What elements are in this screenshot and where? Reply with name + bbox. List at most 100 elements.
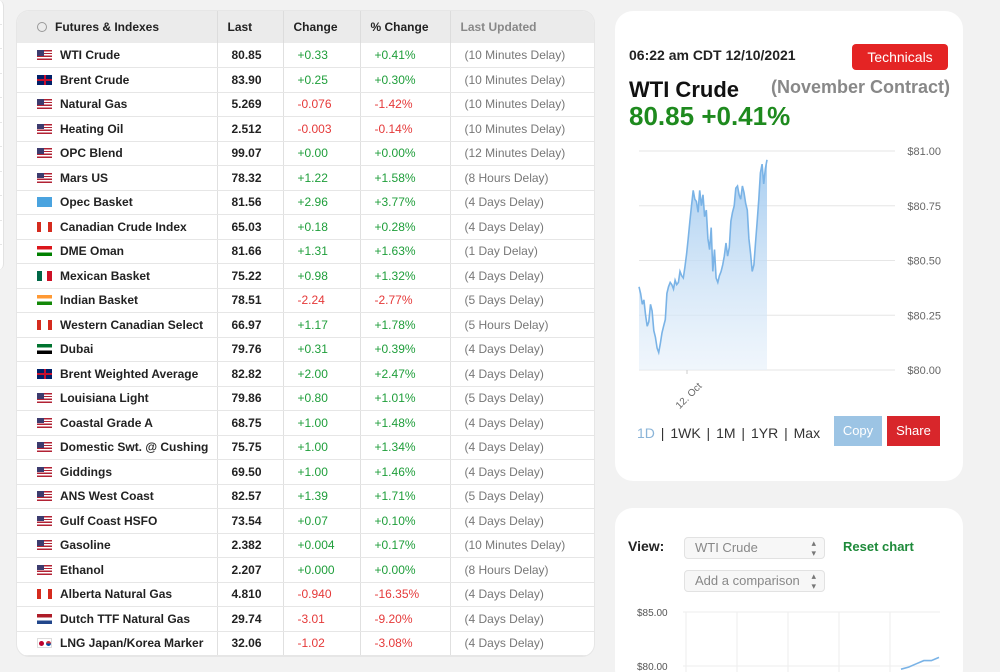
table-row[interactable]: Brent Crude 83.90 +0.25 +0.30% (10 Minutes D… bbox=[17, 67, 594, 93]
row-last: 69.50 bbox=[217, 459, 284, 485]
row-last: 80.85 bbox=[217, 43, 284, 68]
table-row[interactable]: Louisiana Light 79.86 +0.80 +1.01% (5 Days D… bbox=[17, 386, 594, 411]
table-row[interactable]: OPC Blend 99.07 +0.00 +0.00% (12 Minutes Del… bbox=[17, 141, 594, 166]
comparison-chart[interactable]: $85.00 $80.00 bbox=[625, 604, 955, 672]
row-last: 79.86 bbox=[217, 386, 284, 411]
range-selector: 1D | 1WK | 1M | 1YR | Max bbox=[637, 425, 820, 441]
table-row[interactable]: Western Canadian Select 66.97 +1.17 +1.78%(… bbox=[17, 312, 594, 338]
comparison-card: View: WTI Crude ▴ ▾ Add a comparison ▴ ▾ R… bbox=[615, 508, 963, 672]
row-name: Canadian Crude Index bbox=[60, 219, 187, 234]
row-name-cell[interactable]: OPC Blend bbox=[17, 141, 218, 166]
x-tick-label: 12. Oct bbox=[674, 381, 705, 412]
range-1m[interactable]: 1M bbox=[716, 425, 736, 441]
reset-chart-link[interactable]: Reset chart bbox=[843, 539, 914, 554]
row-name-cell[interactable]: Gulf Coast HSFO bbox=[17, 508, 218, 534]
range-1d[interactable]: 1D bbox=[637, 425, 655, 441]
row-name-cell[interactable]: Gasoline bbox=[17, 533, 218, 558]
table-row[interactable]: Gasoline 2.382 +0.004 +0.17% (10 Minutes Del… bbox=[17, 533, 594, 558]
header-change[interactable]: Change bbox=[283, 11, 361, 43]
flag-canton bbox=[37, 442, 44, 448]
row-name-cell[interactable]: Western Canadian Select bbox=[17, 312, 218, 338]
row-name-cell[interactable]: Ethanol bbox=[17, 557, 218, 583]
row-name: ANS West Coast bbox=[60, 489, 154, 504]
row-name-cell[interactable]: Canadian Crude Index bbox=[17, 214, 218, 240]
row-name-cell[interactable]: LNG Japan/Korea Marker bbox=[17, 631, 218, 656]
table-row[interactable]: Coastal Grade A 68.75 +1.00 +1.48% (4 Days D… bbox=[17, 410, 594, 436]
row-name-cell[interactable]: Coastal Grade A bbox=[17, 410, 218, 436]
row-name-cell[interactable]: Domestic Swt. @ Cushing bbox=[17, 435, 218, 460]
row-last: 83.90 bbox=[217, 67, 284, 93]
table-row[interactable]: Dutch TTF Natural Gas 29.74 -3.01 -9.20% (4 … bbox=[17, 606, 594, 632]
row-name-cell[interactable]: Dutch TTF Natural Gas bbox=[17, 606, 218, 632]
row-name-cell[interactable]: Opec Basket bbox=[17, 190, 218, 215]
flag-canton bbox=[37, 50, 44, 56]
row-name-cell[interactable]: Natural Gas bbox=[17, 92, 218, 117]
row-last: 68.75 bbox=[217, 410, 284, 436]
table-row[interactable]: Canadian Crude Index 65.03 +0.18 +0.28% (4 D… bbox=[17, 214, 594, 240]
row-pct-change: +1.48% bbox=[360, 410, 451, 436]
row-last: 82.82 bbox=[217, 361, 284, 387]
row-name-cell[interactable]: Mexican Basket bbox=[17, 263, 218, 289]
row-name-cell[interactable]: Dubai bbox=[17, 337, 218, 362]
table-row[interactable]: Dubai 79.76 +0.31 +0.39% (4 Days Delay) bbox=[17, 337, 594, 362]
range-1yr[interactable]: 1YR bbox=[750, 425, 779, 441]
select-arrows-icon: ▴ ▾ bbox=[811, 538, 816, 558]
header-last-updated[interactable]: Last Updated bbox=[450, 11, 594, 43]
row-change: +0.00 bbox=[283, 141, 361, 166]
header-last[interactable]: Last bbox=[217, 11, 284, 43]
y-tick-label: $80.50 bbox=[907, 256, 941, 268]
table-row[interactable]: Gulf Coast HSFO 73.54 +0.07 +0.10% (4 Days D… bbox=[17, 508, 594, 534]
table-row[interactable]: Heating Oil 2.512 -0.003 -0.14% (10 Minutes … bbox=[17, 116, 594, 142]
table-row[interactable]: Opec Basket 81.56 +2.96 +3.77% (4 Days Delay… bbox=[17, 190, 594, 215]
header-futures-indexes[interactable]: Futures & Indexes bbox=[17, 11, 218, 43]
table-row[interactable]: DME Oman 81.66 +1.31 +1.63% (1 Day Delay) bbox=[17, 239, 594, 264]
technicals-button[interactable]: Technicals bbox=[852, 44, 948, 70]
table-row[interactable]: Domestic Swt. @ Cushing 75.75 +1.00 +1.34%(… bbox=[17, 435, 594, 460]
intraday-price-chart[interactable]: $81.00 $80.75 $80.50 $80.25 $80.00 12. Oct bbox=[625, 141, 955, 416]
header-pct-change[interactable]: % Change bbox=[360, 11, 451, 43]
flag-us-icon bbox=[37, 50, 52, 60]
row-name-cell[interactable]: Mars US bbox=[17, 165, 218, 191]
view-select[interactable]: WTI Crude ▴ ▾ bbox=[684, 537, 825, 559]
row-last-updated: (5 Days Delay) bbox=[450, 386, 594, 411]
table-row[interactable]: LNG Japan/Korea Marker 32.06 -1.02 -3.08% (4… bbox=[17, 631, 594, 656]
row-pct-change: +1.32% bbox=[360, 263, 451, 289]
row-name-cell[interactable]: Louisiana Light bbox=[17, 386, 218, 411]
table-row[interactable]: Mexican Basket 75.22 +0.98 +1.32% (4 Days De… bbox=[17, 263, 594, 289]
table-row[interactable]: Brent Weighted Average 82.82 +2.00 +2.47% (4… bbox=[17, 361, 594, 387]
price-line bbox=[638, 159, 768, 356]
flag-ae-icon bbox=[37, 344, 52, 355]
table-row[interactable]: Natural Gas 5.269 -0.076 -1.42% (10 Minutes … bbox=[17, 92, 594, 117]
range-max[interactable]: Max bbox=[793, 425, 821, 441]
row-last-updated: (10 Minutes Delay) bbox=[450, 533, 594, 558]
row-change: +0.33 bbox=[283, 43, 361, 68]
range-separator: | bbox=[780, 425, 792, 441]
row-name: Mexican Basket bbox=[60, 268, 151, 283]
row-name-cell[interactable]: Brent Crude bbox=[17, 67, 218, 93]
range-separator: | bbox=[702, 425, 715, 441]
table-row[interactable]: Ethanol 2.207 +0.000 +0.00% (8 Hours Delay) bbox=[17, 557, 594, 583]
row-name-cell[interactable]: Alberta Natural Gas bbox=[17, 582, 218, 607]
row-name-cell[interactable]: DME Oman bbox=[17, 239, 218, 264]
table-row[interactable]: Mars US 78.32 +1.22 +1.58% (8 Hours Delay) bbox=[17, 165, 594, 191]
row-name-cell[interactable]: ANS West Coast bbox=[17, 484, 218, 509]
range-1wk[interactable]: 1WK bbox=[670, 425, 701, 441]
quote-price-line: 80.85 +0.41% bbox=[629, 101, 790, 132]
copy-button[interactable]: Copy bbox=[834, 416, 882, 446]
row-pct-change: +0.39% bbox=[360, 337, 451, 362]
row-name-cell[interactable]: Indian Basket bbox=[17, 288, 218, 313]
share-button[interactable]: Share bbox=[887, 416, 940, 446]
table-row[interactable]: Alberta Natural Gas 4.810 -0.940 -16.35% (4 … bbox=[17, 582, 594, 607]
row-name: WTI Crude bbox=[60, 48, 120, 62]
row-name-cell[interactable]: Heating Oil bbox=[17, 116, 218, 142]
quote-timestamp: 06:22 am CDT 12/10/2021 bbox=[629, 47, 796, 63]
table-row[interactable]: Indian Basket 78.51 -2.24 -2.77% (5 Days Del… bbox=[17, 288, 594, 313]
row-name-cell[interactable]: Brent Weighted Average bbox=[17, 361, 218, 387]
flag-om-icon bbox=[37, 246, 52, 257]
row-name-cell[interactable]: Giddings bbox=[17, 459, 218, 485]
row-name-cell[interactable]: WTI Crude bbox=[17, 43, 218, 68]
table-row[interactable]: WTI Crude 80.85 +0.33 +0.41% (10 Minutes Del… bbox=[17, 43, 594, 68]
table-row[interactable]: ANS West Coast 82.57 +1.39 +1.71% (5 Days De… bbox=[17, 484, 594, 509]
table-row[interactable]: Giddings 69.50 +1.00 +1.46% (4 Days Delay) bbox=[17, 459, 594, 485]
comparison-select[interactable]: Add a comparison ▴ ▾ bbox=[684, 570, 825, 592]
